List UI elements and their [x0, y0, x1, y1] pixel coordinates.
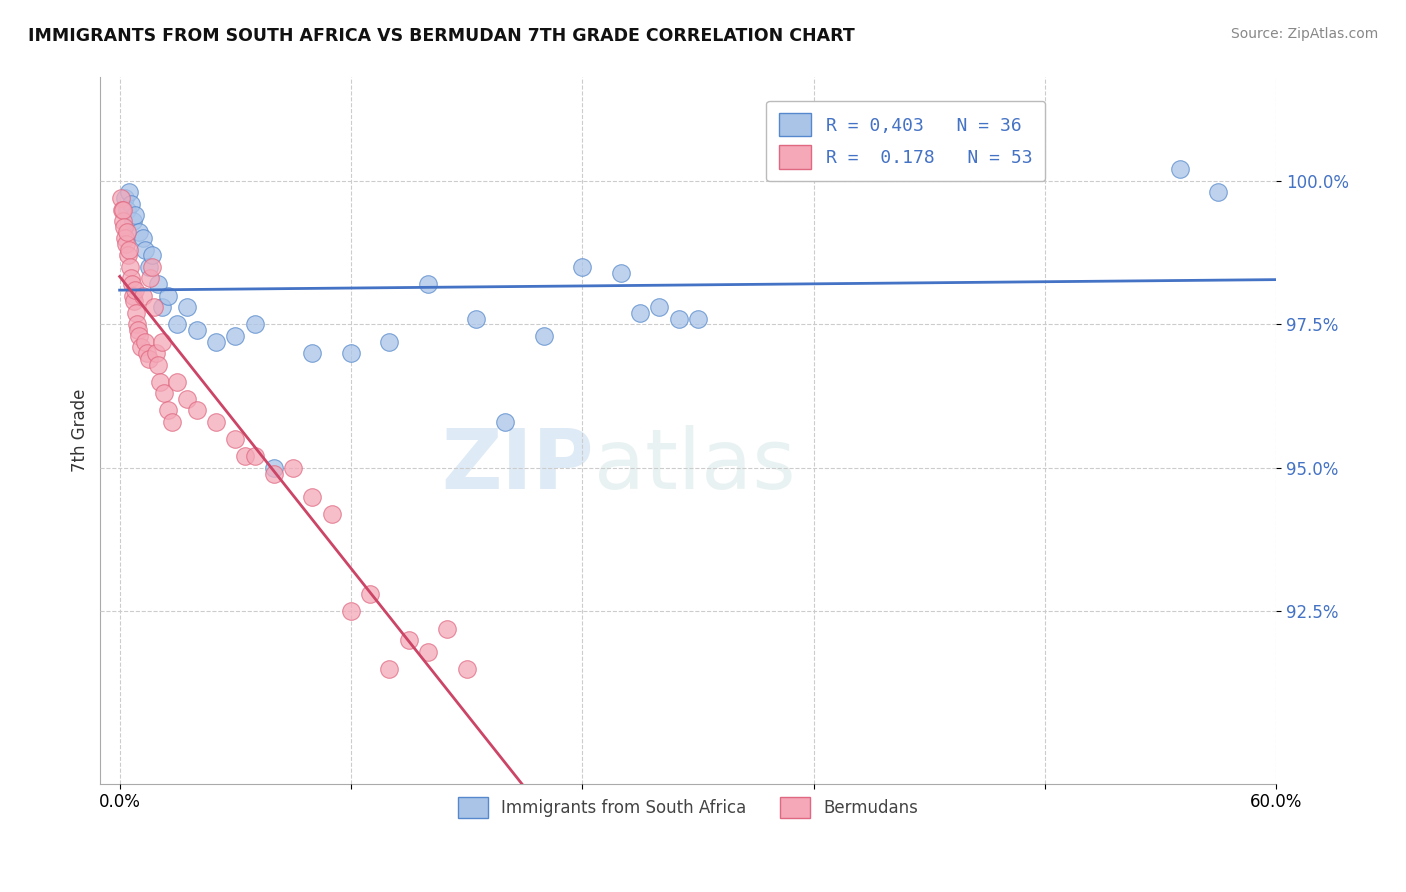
Text: Source: ZipAtlas.com: Source: ZipAtlas.com	[1230, 27, 1378, 41]
Point	[533, 329, 555, 343]
Point	[340, 605, 363, 619]
Point	[134, 334, 156, 349]
Point	[125, 306, 148, 320]
Point	[321, 507, 343, 521]
Point	[648, 300, 671, 314]
Point	[301, 490, 323, 504]
Point	[416, 645, 439, 659]
Point	[149, 375, 172, 389]
Point	[1206, 186, 1229, 200]
Point	[146, 277, 169, 292]
Point	[132, 288, 155, 302]
Point	[118, 243, 141, 257]
Point	[122, 294, 145, 309]
Point	[176, 300, 198, 314]
Point	[156, 403, 179, 417]
Point	[465, 311, 488, 326]
Point	[205, 415, 228, 429]
Point	[115, 237, 138, 252]
Point	[176, 392, 198, 406]
Point	[135, 346, 157, 360]
Point	[186, 323, 208, 337]
Point	[436, 622, 458, 636]
Point	[114, 219, 136, 234]
Point	[150, 300, 173, 314]
Point	[610, 266, 633, 280]
Point	[120, 260, 142, 274]
Point	[138, 351, 160, 366]
Point	[122, 214, 145, 228]
Point	[141, 260, 163, 274]
Point	[186, 403, 208, 417]
Point	[132, 231, 155, 245]
Y-axis label: 7th Grade: 7th Grade	[72, 389, 89, 472]
Point	[398, 633, 420, 648]
Point	[571, 260, 593, 274]
Point	[138, 260, 160, 274]
Point	[628, 306, 651, 320]
Point	[110, 202, 132, 217]
Point	[224, 432, 246, 446]
Legend: Immigrants from South Africa, Bermudans: Immigrants from South Africa, Bermudans	[451, 790, 925, 825]
Point	[128, 329, 150, 343]
Point	[456, 662, 478, 676]
Point	[686, 311, 709, 326]
Point	[281, 461, 304, 475]
Point	[233, 450, 256, 464]
Point	[111, 214, 134, 228]
Point	[150, 334, 173, 349]
Point	[160, 415, 183, 429]
Point	[224, 329, 246, 343]
Point	[125, 318, 148, 332]
Point	[117, 226, 139, 240]
Point	[110, 191, 132, 205]
Point	[263, 461, 285, 475]
Point	[124, 208, 146, 222]
Point	[141, 248, 163, 262]
Point	[494, 415, 516, 429]
Point	[143, 300, 166, 314]
Point	[117, 248, 139, 262]
Point	[243, 450, 266, 464]
Point	[301, 346, 323, 360]
Point	[153, 386, 176, 401]
Point	[156, 288, 179, 302]
Point	[112, 202, 135, 217]
Point	[378, 334, 401, 349]
Point	[129, 340, 152, 354]
Point	[416, 277, 439, 292]
Point	[263, 467, 285, 481]
Point	[668, 311, 690, 326]
Point	[117, 202, 139, 217]
Point	[146, 358, 169, 372]
Point	[122, 288, 145, 302]
Point	[378, 662, 401, 676]
Point	[121, 277, 143, 292]
Point	[134, 243, 156, 257]
Point	[128, 226, 150, 240]
Point	[118, 186, 141, 200]
Point	[124, 283, 146, 297]
Point	[1168, 162, 1191, 177]
Point	[114, 231, 136, 245]
Point	[114, 191, 136, 205]
Text: atlas: atlas	[595, 425, 796, 507]
Point	[243, 318, 266, 332]
Point	[139, 271, 162, 285]
Point	[120, 196, 142, 211]
Point	[340, 346, 363, 360]
Point	[205, 334, 228, 349]
Point	[166, 375, 188, 389]
Point	[120, 271, 142, 285]
Point	[359, 587, 381, 601]
Point	[166, 318, 188, 332]
Point	[145, 346, 167, 360]
Point	[127, 323, 149, 337]
Text: ZIP: ZIP	[441, 425, 595, 507]
Text: IMMIGRANTS FROM SOUTH AFRICA VS BERMUDAN 7TH GRADE CORRELATION CHART: IMMIGRANTS FROM SOUTH AFRICA VS BERMUDAN…	[28, 27, 855, 45]
